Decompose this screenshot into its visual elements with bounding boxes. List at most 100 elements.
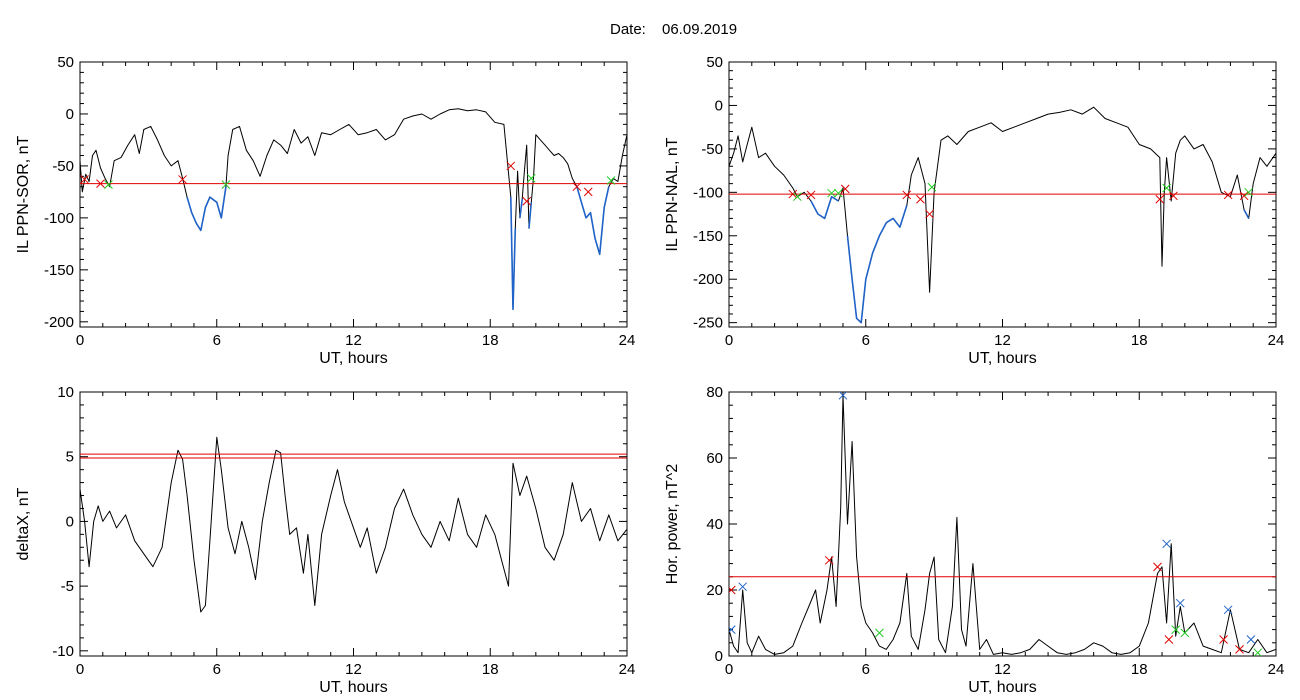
y-axis-label: IL PPN-NAL, nT xyxy=(664,137,681,251)
marker-red xyxy=(902,190,912,200)
y-tick-label: -5 xyxy=(61,578,74,595)
marker-red xyxy=(1235,645,1244,654)
y-tick-label: 20 xyxy=(706,582,723,599)
marker-green xyxy=(1180,628,1190,638)
y-tick-label: 5 xyxy=(66,449,74,466)
x-tick-label: 18 xyxy=(1131,661,1148,678)
plot-area xyxy=(729,392,1276,656)
marker-green xyxy=(927,182,937,192)
y-tick-label: -250 xyxy=(693,315,723,332)
x-tick-label: 12 xyxy=(345,332,362,349)
series-line xyxy=(729,106,1276,324)
x-tick-label: 6 xyxy=(213,332,221,349)
x-tick-label: 6 xyxy=(213,661,221,678)
y-tick-label: -50 xyxy=(52,158,74,175)
x-tick-label: 12 xyxy=(994,661,1011,678)
x-axis-label: UT, hours xyxy=(319,679,387,696)
marker-blue xyxy=(729,625,736,634)
marker-green xyxy=(827,188,836,198)
marker-red xyxy=(1155,194,1165,204)
x-tick-label: 0 xyxy=(76,661,84,678)
x-tick-label: 24 xyxy=(619,661,636,678)
marker-red xyxy=(806,190,816,200)
y-tick-label: 60 xyxy=(706,450,723,467)
marker-red xyxy=(916,194,925,204)
marker-blue xyxy=(1246,635,1256,644)
marker-blue xyxy=(1175,598,1185,608)
plot-area xyxy=(80,108,627,311)
marker-red xyxy=(1223,190,1233,200)
marker-red xyxy=(178,175,187,184)
series-highlight xyxy=(186,186,610,311)
marker-green xyxy=(1244,187,1254,197)
y-tick-label: 10 xyxy=(57,384,74,401)
x-axis-label: UT, hours xyxy=(319,350,387,367)
x-tick-label: 12 xyxy=(345,661,362,678)
marker-red xyxy=(1239,191,1249,201)
x-tick-label: 0 xyxy=(725,332,733,349)
x-tick-label: 6 xyxy=(862,332,870,349)
y-tick-label: -150 xyxy=(693,228,723,245)
x-tick-label: 18 xyxy=(482,661,499,678)
marker-red xyxy=(925,209,934,219)
marker-red xyxy=(80,175,89,184)
marker-red xyxy=(522,196,532,206)
marker-red xyxy=(788,189,798,199)
y-tick-label: 80 xyxy=(706,384,723,401)
marker-green xyxy=(793,192,802,202)
marker-red xyxy=(824,555,834,565)
date-label: Date: xyxy=(610,21,646,38)
marker-green xyxy=(221,180,231,189)
series-highlight xyxy=(810,195,1250,324)
marker-red xyxy=(1164,635,1174,644)
chart-p4: 0 6 12 18 24 80 60 40 20 0 UT, hours Hor. power, nT… xyxy=(664,384,1284,696)
marker-green xyxy=(1162,183,1171,193)
y-tick-label: -10 xyxy=(52,643,74,660)
y-axis-label: Hor. power, nT^2 xyxy=(664,464,681,585)
y-tick-label: 50 xyxy=(706,54,723,71)
series-line xyxy=(80,436,627,613)
marker-green xyxy=(1171,625,1181,634)
y-tick-label: 50 xyxy=(57,54,74,71)
plot-area xyxy=(729,106,1276,324)
x-tick-label: 6 xyxy=(862,661,870,678)
marker-red xyxy=(1153,562,1162,572)
chart-p3: 0 6 12 18 24 10 5 0 -5 -10 UT, hours deltaX, nT xyxy=(15,384,635,696)
y-tick-label: -100 xyxy=(44,210,74,227)
marker-blue xyxy=(1223,605,1233,615)
marker-red xyxy=(572,182,582,192)
y-axis-label: deltaX, nT xyxy=(15,487,32,560)
x-axis-label: UT, hours xyxy=(968,350,1036,367)
y-axis-label: IL PPN-SOR, nT xyxy=(15,135,32,253)
marker-red xyxy=(1219,635,1228,644)
x-axis-label: UT, hours xyxy=(968,679,1036,696)
x-tick-label: 24 xyxy=(1268,332,1285,349)
x-tick-label: 18 xyxy=(1131,332,1148,349)
chart-p2: 0 6 12 18 24 50 0 -50 -100 -150 -200 -250 UT, hours I… xyxy=(664,54,1284,367)
marker-red xyxy=(1169,191,1178,201)
y-tick-label: 0 xyxy=(66,513,74,530)
y-tick-label: 0 xyxy=(66,106,74,123)
plot-frame xyxy=(728,391,1277,657)
x-tick-label: 18 xyxy=(482,332,499,349)
marker-green xyxy=(1253,648,1263,656)
marker-green xyxy=(834,188,843,198)
y-tick-label: -200 xyxy=(44,314,74,331)
marker-blue xyxy=(738,582,748,592)
chart-p1: 0 6 12 18 24 50 0 -50 -100 -150 -200 UT, hours IL PP… xyxy=(15,54,635,367)
marker-green xyxy=(875,628,884,638)
series-line xyxy=(80,108,627,310)
marker-red xyxy=(729,585,736,595)
marker-green xyxy=(526,174,536,183)
marker-blue xyxy=(838,392,848,400)
plot-area xyxy=(80,436,627,613)
marker-red xyxy=(840,184,850,194)
x-tick-label: 0 xyxy=(725,661,733,678)
date-value: 06.09.2019 xyxy=(662,21,737,38)
x-tick-label: 0 xyxy=(76,332,84,349)
y-tick-label: 40 xyxy=(706,516,723,533)
series-line xyxy=(729,394,1276,655)
marker-red xyxy=(506,161,516,171)
